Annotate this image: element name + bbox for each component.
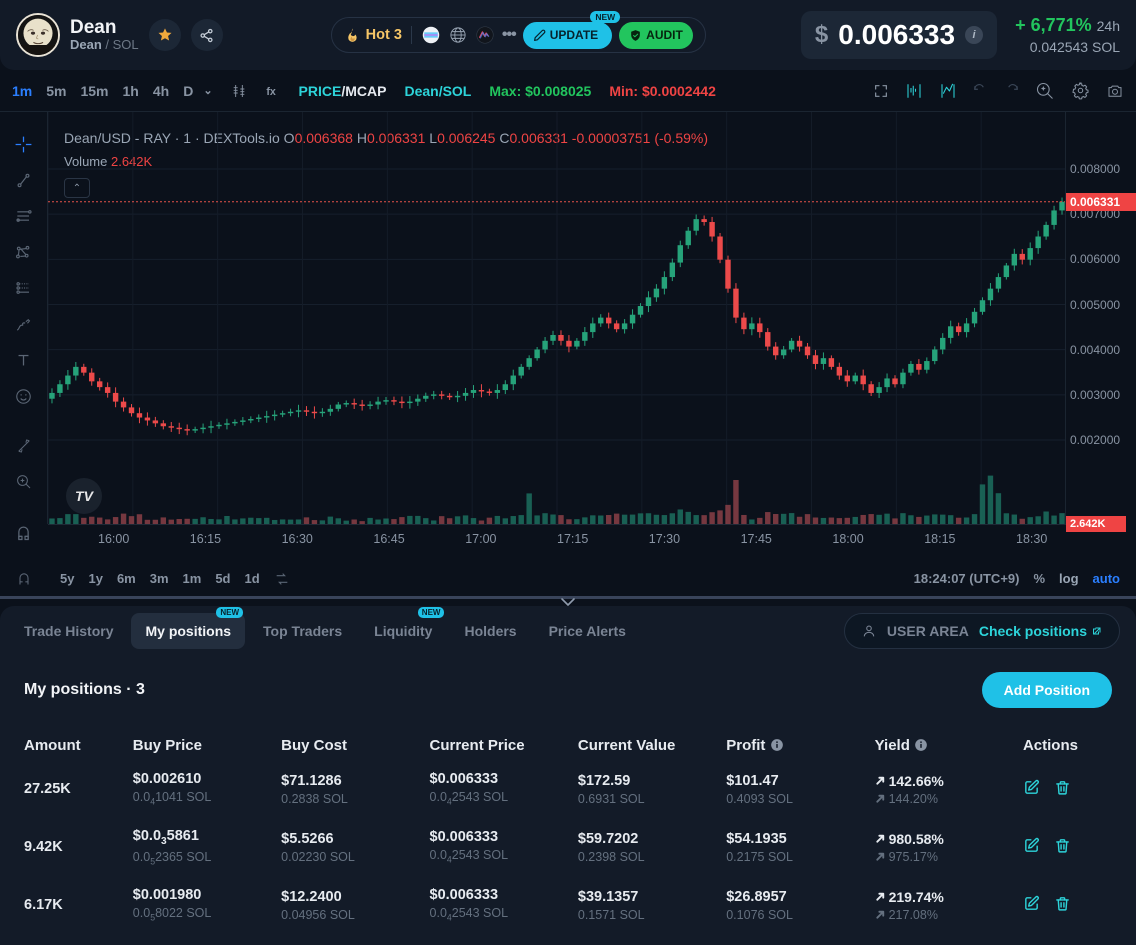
svg-text:fx: fx (266, 86, 276, 98)
